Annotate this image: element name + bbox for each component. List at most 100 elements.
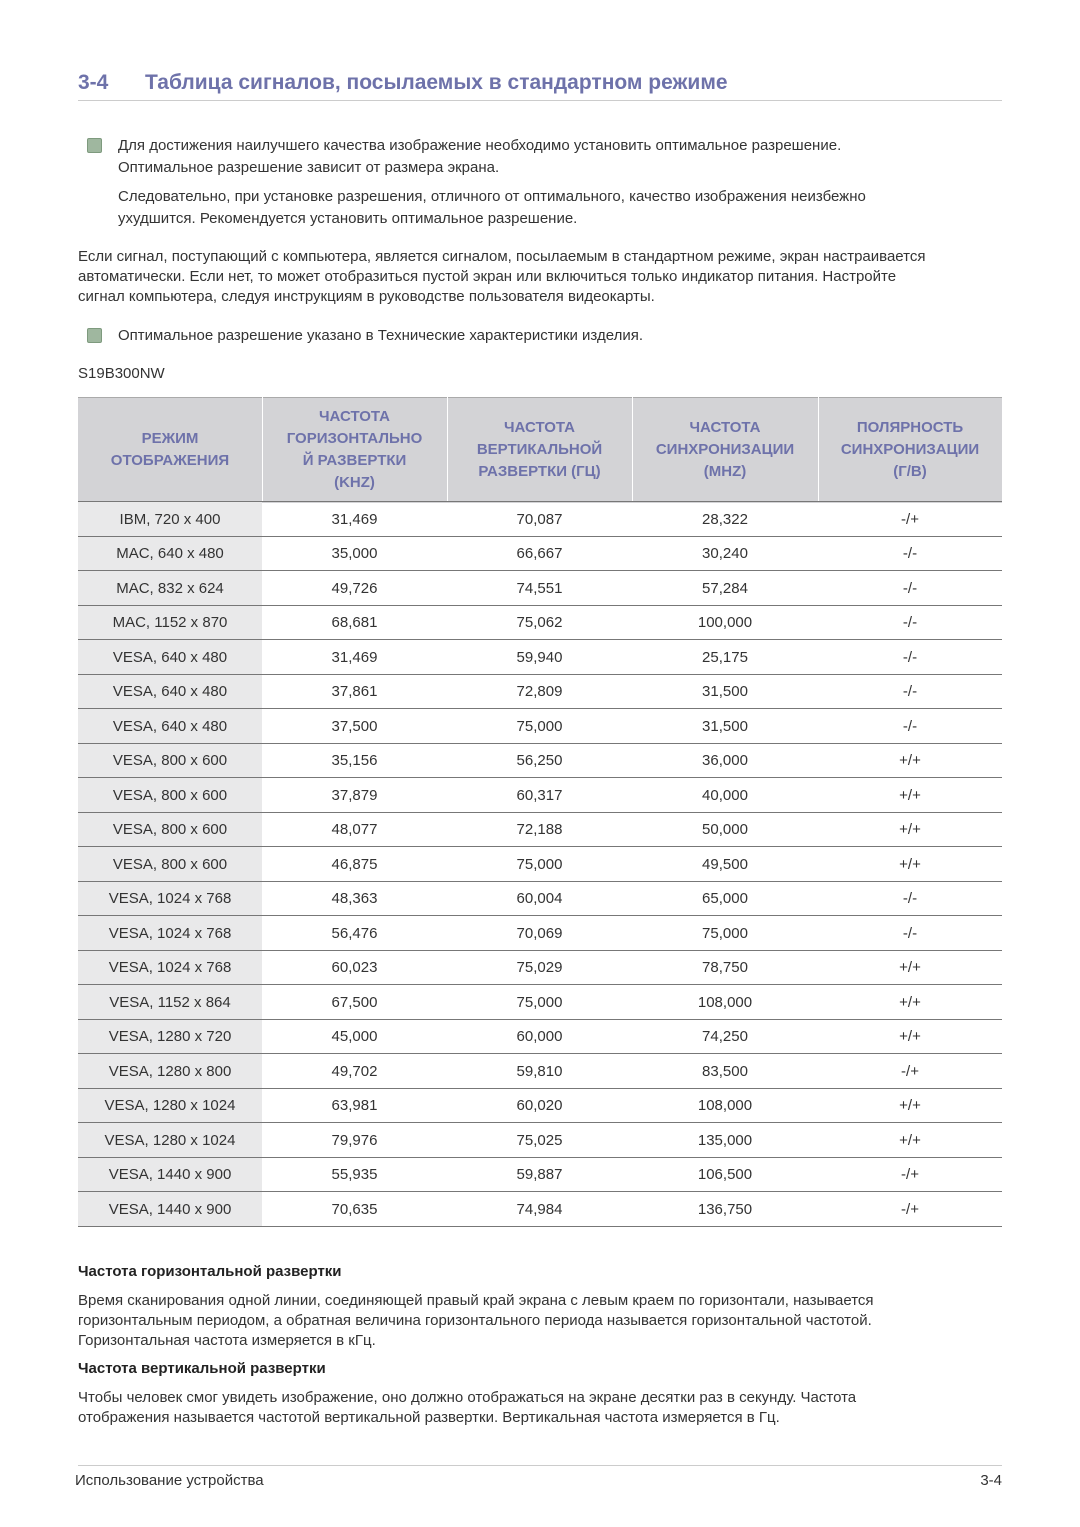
table-cell: VESA, 800 x 600 — [112, 821, 228, 839]
table-cell: -/- — [902, 648, 918, 666]
table-cell: -/- — [902, 579, 918, 597]
table-cell: 37,861 — [331, 683, 378, 701]
table-cell: VESA, 1024 x 768 — [108, 890, 232, 908]
table-cell: 106,500 — [697, 1166, 753, 1184]
row-divider — [78, 846, 1002, 847]
table-cell: 83,500 — [702, 1062, 748, 1080]
table-cell: 60,023 — [331, 959, 378, 977]
section-text: Время сканирования одной линии, соединяю… — [78, 1292, 874, 1309]
column-header-line: ЧАСТОТА — [689, 418, 761, 436]
table-cell: -/- — [902, 890, 918, 908]
row-divider — [78, 673, 1002, 675]
table-cell: -/- — [902, 683, 918, 701]
table-cell: 108,000 — [697, 1097, 753, 1115]
table-cell: 31,500 — [702, 717, 748, 735]
table-cell: VESA, 1152 x 864 — [109, 993, 231, 1011]
column-header-line: ПОЛЯРНОСТЬ — [856, 418, 964, 436]
table-cell: 70,069 — [516, 924, 563, 942]
table-cell: 59,810 — [516, 1062, 563, 1080]
column-divider — [262, 397, 263, 502]
table-cell: +/+ — [899, 821, 921, 839]
table-cell: 60,020 — [516, 1097, 563, 1115]
row-divider — [78, 742, 1002, 744]
table-cell: VESA, 1024 x 768 — [108, 924, 232, 942]
row-divider — [78, 570, 1002, 571]
column-header-line: (MHZ) — [703, 462, 747, 480]
table-cell: 49,500 — [702, 855, 748, 873]
table-cell: 59,940 — [516, 648, 563, 666]
table-cell: 60,004 — [516, 890, 563, 908]
table-cell: 31,469 — [331, 510, 378, 528]
table-cell: 100,000 — [697, 614, 753, 632]
column-header-line: СИНХРОНИЗАЦИИ — [655, 440, 795, 458]
column-divider — [447, 397, 448, 502]
section-heading: Частота горизонтальной развертки — [78, 1263, 342, 1280]
row-divider — [78, 1053, 1002, 1054]
column-header-line: (KHZ) — [334, 473, 375, 491]
row-divider — [78, 949, 1002, 951]
table-cell: 48,363 — [331, 890, 378, 908]
footer-right: 3-4 — [980, 1472, 1002, 1489]
table-cell: 79,976 — [331, 1131, 378, 1149]
column-header: ПОЛЯРНОСТЬ СИНХРОНИЗАЦИИ (Г/В) — [818, 397, 1002, 502]
table-cell: 75,000 — [702, 924, 748, 942]
table-cell: 78,750 — [702, 959, 748, 977]
table-cell: 60,317 — [516, 786, 563, 804]
table-cell: 65,000 — [702, 890, 748, 908]
row-divider — [78, 1087, 1002, 1089]
table-cell: VESA, 640 x 480 — [112, 683, 228, 701]
row-divider — [78, 777, 1002, 778]
table-cell: 75,029 — [516, 959, 563, 977]
column-header: ЧАСТОТА ГОРИЗОНТАЛЬНО Й РАЗВЕРТКИ (KHZ) — [262, 397, 447, 502]
column-header-line: ГОРИЗОНТАЛЬНО — [286, 429, 423, 447]
table-cell: 56,476 — [331, 924, 378, 942]
table-cell: 74,250 — [702, 1028, 748, 1046]
column-header: ЧАСТОТА ВЕРТИКАЛЬНОЙ РАЗВЕРТКИ (ГЦ) — [447, 397, 632, 502]
table-cell: VESA, 1024 x 768 — [108, 959, 232, 977]
table-cell: -/+ — [901, 1200, 919, 1218]
column-header-line: ВЕРТИКАЛЬНОЙ — [476, 440, 603, 458]
table-cell: -/+ — [901, 510, 919, 528]
column-divider — [818, 397, 819, 502]
table-cell: 72,188 — [516, 821, 563, 839]
column-header: ЧАСТОТА СИНХРОНИЗАЦИИ (MHZ) — [632, 397, 818, 502]
table-cell: 75,062 — [516, 614, 563, 632]
table-cell: 45,000 — [331, 1028, 378, 1046]
table-cell: VESA, 1440 x 900 — [108, 1200, 232, 1218]
table-cell: 70,087 — [516, 510, 563, 528]
table-cell: -/+ — [901, 1166, 919, 1184]
column-header-line: ОТОБРАЖЕНИЯ — [110, 451, 230, 469]
table-cell: 75,025 — [516, 1131, 563, 1149]
first-column-bg — [78, 502, 262, 1227]
table-cell: 68,681 — [331, 614, 378, 632]
row-divider — [78, 708, 1002, 709]
row-divider — [78, 984, 1002, 985]
table-cell: 70,635 — [331, 1200, 378, 1218]
table-cell: 36,000 — [702, 752, 748, 770]
table-cell: +/+ — [899, 993, 921, 1011]
table-cell: +/+ — [899, 752, 921, 770]
table-cell: 55,935 — [331, 1166, 378, 1184]
table-cell: 135,000 — [697, 1131, 753, 1149]
table-cell: 49,702 — [331, 1062, 378, 1080]
column-header-line: РЕЖИМ — [141, 429, 199, 447]
row-divider — [78, 639, 1002, 640]
row-divider — [78, 1018, 1002, 1020]
column-header-line: РАЗВЕРТКИ (ГЦ) — [478, 462, 601, 480]
intro-text: автоматически. Если нет, то может отобра… — [78, 268, 897, 285]
row-divider — [78, 1191, 1002, 1192]
table-cell: 31,469 — [331, 648, 378, 666]
table-cell: VESA, 1280 x 720 — [108, 1028, 232, 1046]
table-cell: 75,000 — [516, 993, 563, 1011]
table-cell: 37,879 — [331, 786, 378, 804]
intro-text: Если сигнал, поступающий с компьютера, я… — [78, 248, 926, 265]
note-icon — [87, 138, 102, 153]
table-cell: 46,875 — [331, 855, 378, 873]
note-text: Следовательно, при установке разрешения,… — [118, 188, 866, 205]
table-cell: VESA, 1280 x 1024 — [104, 1131, 236, 1149]
table-cell: 25,175 — [702, 648, 748, 666]
intro-text: сигнал компьютера, следуя инструкциям в … — [78, 288, 655, 305]
column-header-line: (Г/В) — [893, 462, 927, 480]
table-cell: 72,809 — [516, 683, 563, 701]
row-divider — [78, 811, 1002, 813]
